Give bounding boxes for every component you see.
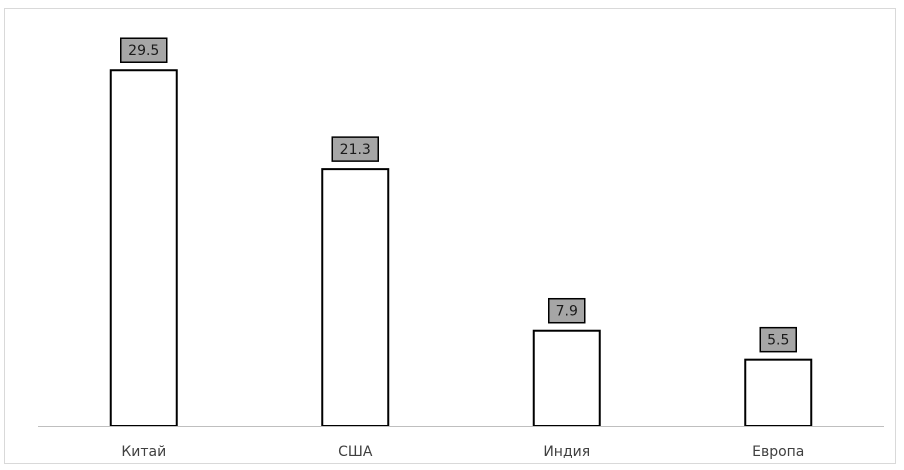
- data-label-box-4: [759, 326, 797, 353]
- x-tick-labels-group: Китай США Индия Европа: [121, 444, 804, 460]
- bars-group: [109, 69, 813, 428]
- x-tick-label-4: Европа: [752, 444, 804, 460]
- x-tick-label-1: Китай: [121, 444, 166, 460]
- data-label-1: 29.5: [128, 43, 159, 59]
- bar-2: [321, 168, 390, 427]
- data-label-box-2: [331, 136, 379, 162]
- data-label-4: 5.5: [767, 333, 789, 349]
- data-labels-group: 29.5 21.3 7.9 5.5: [120, 37, 797, 353]
- x-tick-label-2: США: [338, 444, 373, 460]
- data-label-2: 21.3: [340, 142, 371, 158]
- bar-4: [744, 358, 813, 427]
- data-label-box-3: [548, 297, 586, 324]
- data-label-3: 7.9: [556, 304, 578, 320]
- bar-1: [109, 69, 178, 428]
- bar-3: [532, 329, 601, 428]
- data-label-box-1: [120, 37, 168, 63]
- x-tick-label-3: Индия: [543, 444, 590, 460]
